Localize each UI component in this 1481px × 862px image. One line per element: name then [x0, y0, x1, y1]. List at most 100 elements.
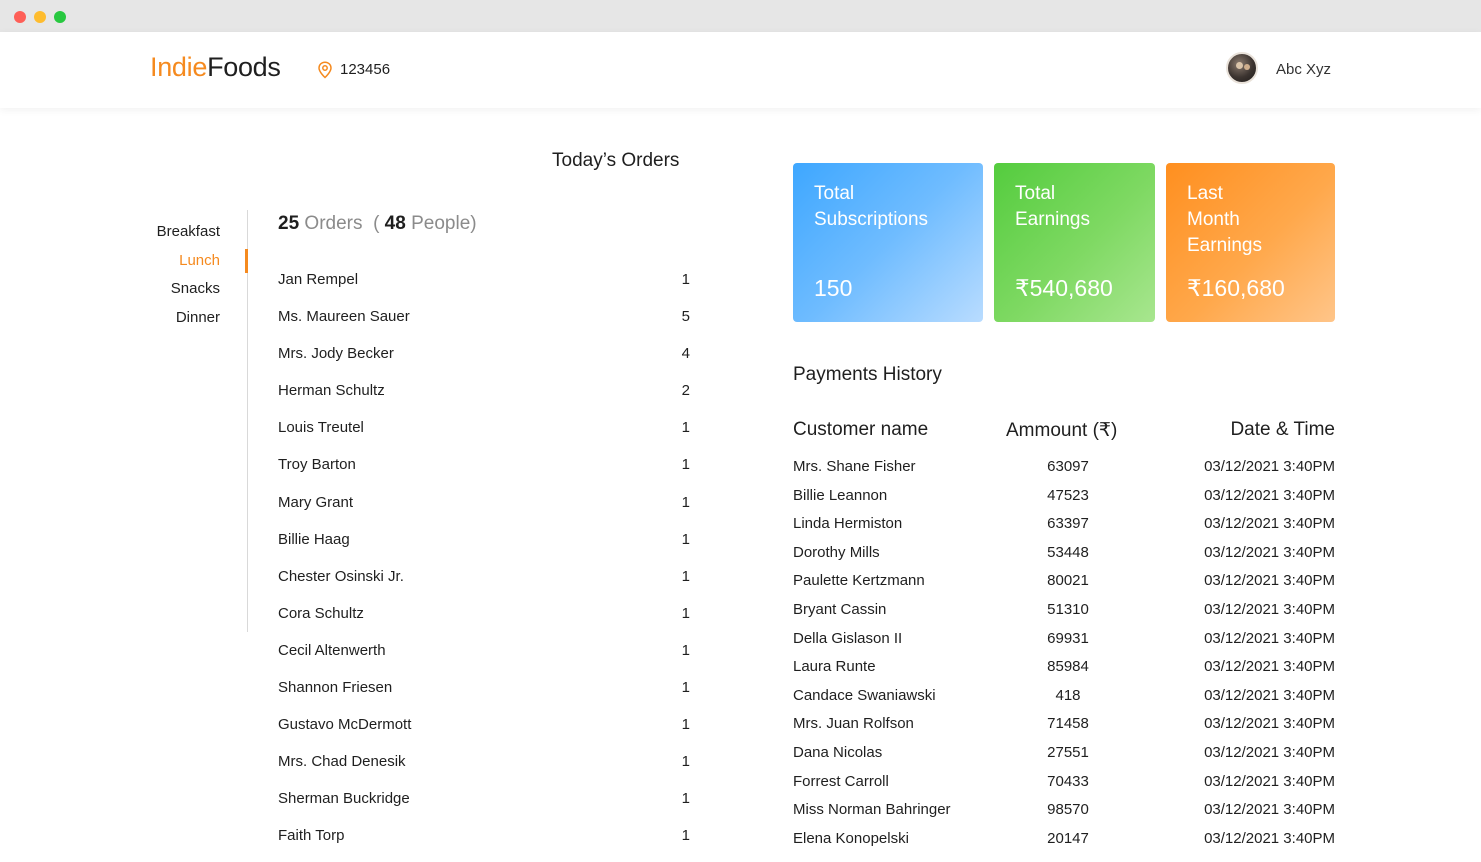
order-quantity: 1 [681, 530, 690, 548]
card-label: Last Month Earnings [1187, 183, 1262, 256]
payments-table-body: Mrs. Shane Fisher 63097 03/12/2021 3:40PM … [793, 455, 1335, 855]
order-row[interactable]: Troy Barton 1 [278, 453, 690, 490]
order-row[interactable]: Billie Haag 1 [278, 528, 690, 565]
table-row[interactable]: Mrs. Shane Fisher 63097 03/12/2021 3:40PM [793, 455, 1335, 484]
brand-logo[interactable]: IndieFoods [150, 52, 281, 83]
payment-datetime: 03/12/2021 3:40PM [1204, 572, 1335, 590]
table-row[interactable]: Linda Hermiston 63397 03/12/2021 3:40PM [793, 512, 1335, 541]
payment-customer: Billie Leannon [793, 486, 888, 504]
order-customer-name: Jan Rempel [278, 271, 359, 288]
order-quantity: 1 [681, 493, 690, 511]
table-row[interactable]: Bryant Cassin 51310 03/12/2021 3:40PM [793, 598, 1335, 627]
user-avatar[interactable] [1226, 52, 1258, 84]
table-row[interactable]: Forrest Carroll 70433 03/12/2021 3:40PM [793, 770, 1335, 799]
payment-amount: 27551 [1047, 743, 1089, 761]
order-customer-name: Cora Schultz [278, 604, 364, 622]
order-row[interactable]: Louis Treutel 1 [278, 416, 690, 453]
column-date-time[interactable]: Date & Time [1230, 419, 1335, 440]
payment-datetime: 03/12/2021 3:40PM [1204, 829, 1335, 847]
location-pincode[interactable]: 123456 [340, 61, 391, 78]
payment-customer: Laura Runte [793, 658, 876, 676]
location-pin-icon [318, 61, 332, 79]
tabs-divider [247, 210, 248, 632]
payment-amount: 51310 [1047, 600, 1089, 618]
order-customer-name: Faith Torp [278, 827, 345, 845]
column-customer-name[interactable]: Customer name [793, 419, 929, 440]
table-row[interactable]: Paulette Kertzmann 80021 03/12/2021 3:40PM [793, 569, 1335, 598]
order-quantity: 1 [681, 271, 690, 288]
tab-lunch[interactable]: Lunch [179, 251, 220, 269]
order-quantity: 1 [681, 716, 690, 734]
column-amount[interactable]: Ammount (₹) [1006, 420, 1118, 441]
table-row[interactable]: Billie Leannon 47523 03/12/2021 3:40PM [793, 484, 1335, 513]
user-name[interactable]: Abc Xyz [1276, 61, 1332, 78]
payment-datetime: 03/12/2021 3:40PM [1204, 458, 1335, 475]
orders-label: Orders [304, 213, 363, 234]
maximize-window-button[interactable] [54, 11, 66, 23]
payment-customer: Dana Nicolas [793, 743, 883, 761]
payment-customer: Paulette Kertzmann [793, 572, 925, 590]
order-row[interactable]: Ms. Maureen Sauer 5 [278, 305, 690, 342]
table-row[interactable]: Dorothy Mills 53448 03/12/2021 3:40PM [793, 541, 1335, 570]
order-customer-name: Sherman Buckridge [278, 790, 410, 808]
table-row[interactable]: Miss Norman Bahringer 98570 03/12/2021 3:4… [793, 798, 1335, 827]
payment-customer: Della Gislason II [793, 629, 903, 647]
order-customer-name: Mrs. Chad Denesik [278, 753, 406, 771]
app-header: IndieFoods 123456 Abc Xyz [0, 32, 1481, 108]
table-row[interactable]: Mrs. Juan Rolfson 71458 03/12/2021 3:40PM [793, 712, 1335, 741]
active-tab-indicator [245, 249, 248, 273]
order-quantity: 1 [681, 604, 690, 622]
payment-amount: 69931 [1047, 629, 1089, 647]
window-titlebar [0, 0, 1481, 32]
table-row[interactable]: Laura Runte 85984 03/12/2021 3:40PM [793, 655, 1335, 684]
table-row[interactable]: Della Gislason II 69931 03/12/2021 3:40PM [793, 627, 1335, 656]
payment-amount: 71458 [1047, 715, 1089, 733]
order-row[interactable]: Shannon Friesen 1 [278, 676, 690, 713]
close-window-button[interactable] [14, 11, 26, 23]
order-quantity: 2 [681, 382, 690, 400]
payment-datetime: 03/12/2021 3:40PM [1204, 686, 1335, 704]
order-row[interactable]: Mary Grant 1 [278, 491, 690, 528]
order-row[interactable]: Herman Schultz 2 [278, 379, 690, 416]
order-row[interactable]: Mrs. Chad Denesik 1 [278, 750, 690, 787]
payment-amount: 53448 [1047, 543, 1089, 561]
order-row[interactable]: Cecil Altenwerth 1 [278, 639, 690, 676]
table-row[interactable]: Elena Konopelski 20147 03/12/2021 3:40PM [793, 827, 1335, 856]
order-row[interactable]: Jan Rempel 1 [278, 268, 690, 305]
order-row[interactable]: Mrs. Jody Becker 4 [278, 342, 690, 379]
payment-customer: Dorothy Mills [793, 543, 880, 561]
people-label: People [411, 213, 471, 234]
meal-tabs: Breakfast Lunch Snacks Dinner [110, 220, 220, 335]
order-row[interactable]: Sherman Buckridge 1 [278, 787, 690, 824]
total-subscriptions-card[interactable]: Total Subscriptions 150 [793, 163, 983, 322]
total-earnings-card[interactable]: Total Earnings ₹540,680 [994, 163, 1155, 322]
payment-customer: Linda Hermiston [793, 515, 903, 533]
order-list: Jan Rempel 1 Ms. Maureen Sauer 5 Mrs. Jody… [278, 268, 690, 862]
summary-close-paren: ) [470, 213, 477, 234]
payment-amount: 80021 [1047, 572, 1089, 590]
order-row[interactable]: Chester Osinski Jr. 1 [278, 565, 690, 602]
table-row[interactable]: Dana Nicolas 27551 03/12/2021 3:40PM [793, 741, 1335, 770]
payment-customer: Bryant Cassin [793, 600, 887, 618]
order-quantity: 1 [681, 567, 690, 585]
tab-snacks[interactable]: Snacks [170, 280, 220, 298]
order-row[interactable]: Faith Torp 1 [278, 824, 690, 861]
tab-breakfast[interactable]: Breakfast [156, 223, 220, 240]
last-month-earnings-card[interactable]: Last Month Earnings ₹160,680 [1166, 163, 1335, 322]
summary-open-paren: ( [373, 213, 380, 234]
tab-dinner[interactable]: Dinner [175, 309, 220, 327]
payment-datetime: 03/12/2021 3:40PM [1204, 600, 1335, 618]
order-customer-name: Louis Treutel [278, 419, 364, 437]
order-customer-name: Mrs. Jody Becker [278, 345, 394, 363]
payment-amount: 63097 [1047, 458, 1089, 475]
order-row[interactable]: Cora Schultz 1 [278, 602, 690, 639]
payment-datetime: 03/12/2021 3:40PM [1204, 486, 1335, 504]
payment-datetime: 03/12/2021 3:40PM [1204, 543, 1335, 561]
order-quantity: 1 [681, 790, 690, 808]
table-row[interactable]: Candace Swaniawski 418 03/12/2021 3:40PM [793, 684, 1335, 713]
order-customer-name: Mary Grant [278, 493, 354, 511]
order-row[interactable]: Gustavo McDermott 1 [278, 713, 690, 750]
payment-datetime: 03/12/2021 3:40PM [1204, 715, 1335, 733]
minimize-window-button[interactable] [34, 11, 46, 23]
payment-amount: 85984 [1047, 658, 1089, 676]
